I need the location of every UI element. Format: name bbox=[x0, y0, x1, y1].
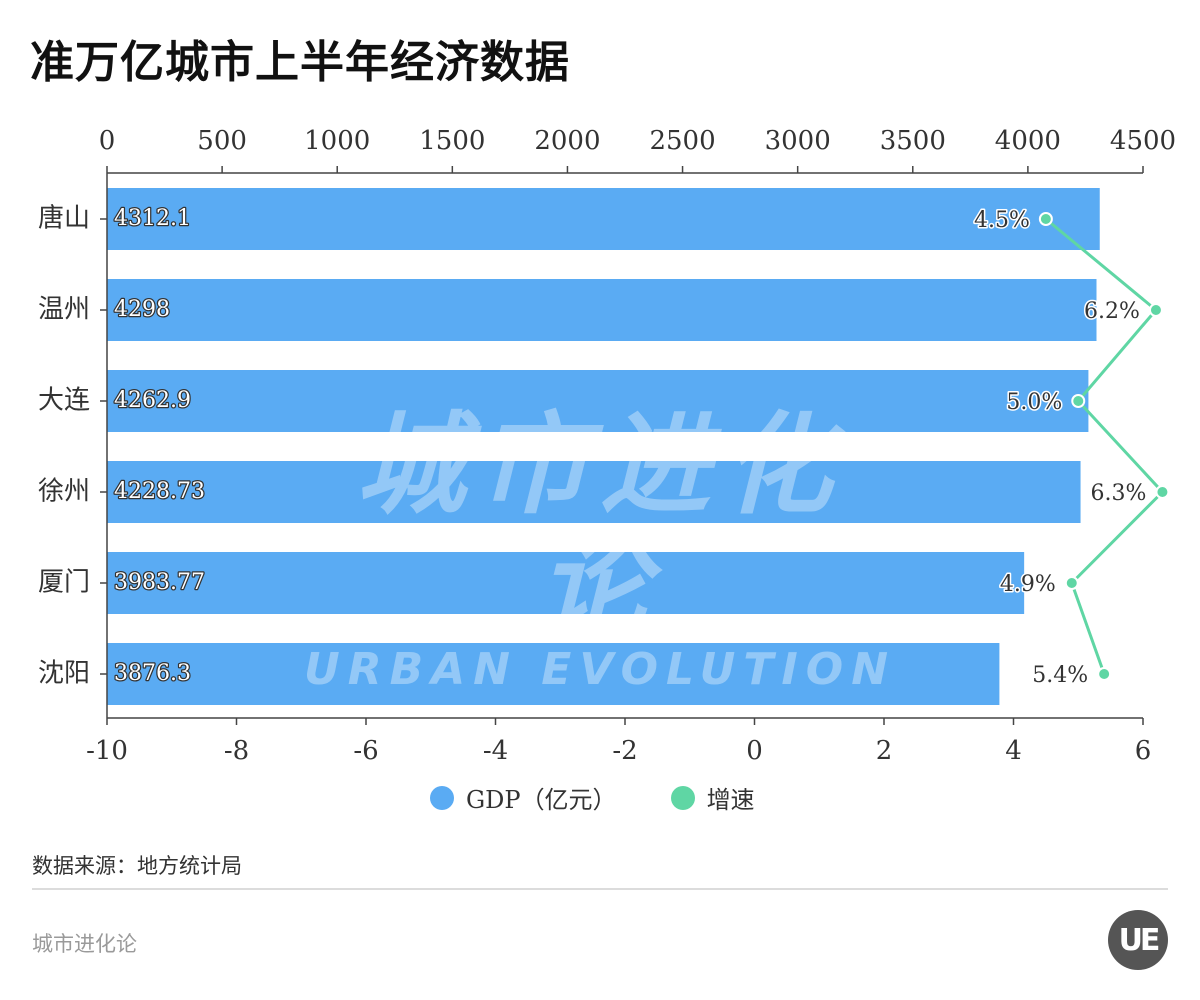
data-source: 数据来源：地方统计局 bbox=[32, 854, 242, 878]
axes-layer: 0 500 1000 1500 2000 2500 3000 3500 4000 4500 -10 -… bbox=[38, 126, 1176, 766]
top-tick-label-7: 3500 bbox=[880, 126, 946, 156]
footer-divider bbox=[32, 888, 1168, 890]
brand-logo-icon: UE bbox=[1108, 910, 1168, 970]
top-tick-label-9: 4500 bbox=[1110, 126, 1176, 156]
top-tick-label-5: 2500 bbox=[649, 126, 715, 156]
label-layer: 4312.1 4298 4262.9 4228.73 3983.77 3876.3 4.5%… bbox=[113, 205, 1148, 690]
footer-brand: 城市进化论 bbox=[32, 932, 137, 956]
growth-point-1 bbox=[1148, 303, 1163, 317]
category-label-5: 沈阳 bbox=[38, 659, 90, 689]
growth-point-5 bbox=[1097, 667, 1112, 681]
bar-value-label-4: 3983.77 bbox=[114, 570, 205, 595]
chart-title: 准万亿城市上半年经济数据 bbox=[30, 37, 570, 88]
category-label-1: 温州 bbox=[38, 295, 90, 325]
legend-swatch-gdp bbox=[430, 785, 454, 810]
growth-label-5: 5.4% bbox=[1032, 663, 1088, 688]
top-tick-label-4: 2000 bbox=[534, 126, 600, 156]
bottom-tick-label-8: 6 bbox=[1135, 736, 1152, 766]
bottom-tick-label-7: 4 bbox=[1005, 736, 1022, 766]
category-label-4: 厦门 bbox=[38, 568, 90, 598]
legend-item-growth[interactable]: 增速 bbox=[670, 780, 755, 815]
growth-label-4: 4.9% bbox=[1000, 572, 1056, 597]
bar-value-label-3: 4228.73 bbox=[114, 479, 205, 504]
growth-line bbox=[1044, 217, 1165, 675]
top-tick-label-1: 500 bbox=[197, 126, 247, 156]
growth-point-3 bbox=[1155, 485, 1170, 499]
top-tick-label-3: 1500 bbox=[419, 126, 485, 156]
bar-value-label-5: 3876.3 bbox=[114, 661, 191, 686]
bar-2 bbox=[107, 370, 1089, 432]
bottom-tick-label-6: 2 bbox=[876, 736, 893, 766]
growth-label-2: 5.0% bbox=[1006, 390, 1062, 415]
bar-layer bbox=[107, 188, 1100, 705]
growth-label-1: 6.2% bbox=[1084, 299, 1140, 324]
category-label-3: 徐州 bbox=[38, 477, 90, 507]
top-tick-label-0: 0 bbox=[99, 126, 116, 156]
legend: GDP（亿元） 增速 bbox=[430, 780, 809, 815]
bar-3 bbox=[107, 461, 1081, 523]
bar-4 bbox=[107, 552, 1025, 614]
growth-label-3: 6.3% bbox=[1091, 481, 1147, 506]
legend-label-gdp: GDP（亿元） bbox=[466, 786, 617, 814]
growth-point-0 bbox=[1038, 212, 1053, 226]
bar-5 bbox=[107, 643, 1000, 705]
category-label-0: 唐山 bbox=[38, 204, 90, 234]
bottom-tick-label-0: -10 bbox=[86, 736, 128, 766]
bar-value-label-1: 4298 bbox=[114, 297, 170, 322]
legend-item-gdp[interactable]: GDP（亿元） bbox=[430, 780, 617, 815]
legend-swatch-growth bbox=[670, 785, 695, 810]
category-label-2: 大连 bbox=[38, 386, 90, 416]
bottom-tick-label-3: -4 bbox=[483, 736, 508, 766]
top-tick-label-2: 1000 bbox=[304, 126, 370, 156]
growth-label-0: 4.5% bbox=[974, 208, 1030, 233]
bottom-tick-label-4: -2 bbox=[612, 736, 637, 766]
bottom-tick-label-1: -8 bbox=[224, 736, 249, 766]
bar-value-label-2: 4262.9 bbox=[114, 388, 191, 413]
bar-0 bbox=[107, 188, 1100, 250]
bar-value-label-0: 4312.1 bbox=[114, 206, 191, 231]
bar-1 bbox=[107, 279, 1097, 341]
bottom-tick-label-5: 0 bbox=[746, 736, 763, 766]
growth-point-4 bbox=[1064, 576, 1079, 590]
bottom-tick-label-2: -6 bbox=[353, 736, 378, 766]
growth-point-2 bbox=[1071, 394, 1086, 408]
growth-line-layer bbox=[1038, 212, 1170, 681]
top-tick-label-6: 3000 bbox=[765, 126, 831, 156]
top-tick-label-8: 4000 bbox=[995, 126, 1061, 156]
legend-label-growth: 增速 bbox=[706, 786, 755, 814]
